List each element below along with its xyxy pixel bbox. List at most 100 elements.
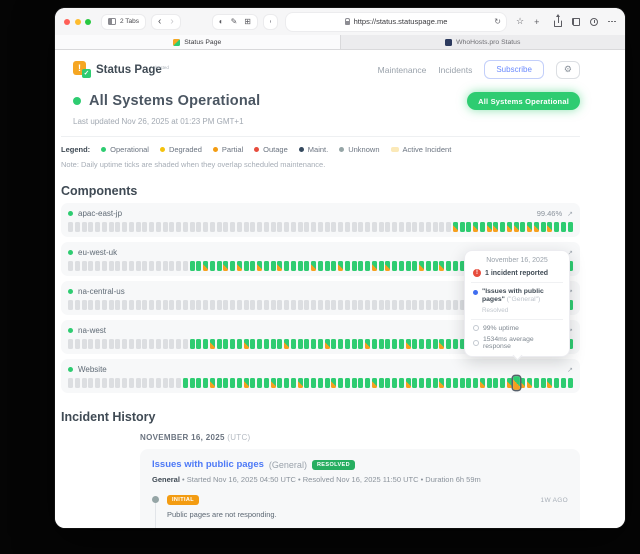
uptime-tick[interactable]: [547, 222, 553, 232]
uptime-tick[interactable]: [115, 378, 121, 388]
uptime-tick[interactable]: [257, 378, 262, 388]
uptime-tick[interactable]: [412, 261, 418, 271]
uptime-tick[interactable]: [351, 339, 357, 349]
uptime-tick[interactable]: [412, 300, 418, 310]
uptime-tick[interactable]: [560, 378, 566, 388]
uptime-tick[interactable]: [338, 300, 343, 310]
uptime-tick[interactable]: [446, 300, 451, 310]
uptime-tick[interactable]: [74, 222, 80, 232]
uptime-tick[interactable]: [263, 222, 269, 232]
uptime-tick[interactable]: [162, 300, 168, 310]
uptime-tick[interactable]: [479, 378, 485, 388]
uptime-tick[interactable]: [378, 222, 384, 232]
uptime-tick[interactable]: [419, 300, 424, 310]
uptime-tick[interactable]: [149, 378, 154, 388]
uptime-tick[interactable]: [358, 339, 364, 349]
uptime-tick[interactable]: [88, 261, 94, 271]
uptime-tick[interactable]: [155, 339, 161, 349]
uptime-tick[interactable]: [101, 300, 107, 310]
uptime-tick[interactable]: [74, 300, 80, 310]
uptime-tick[interactable]: [149, 300, 154, 310]
brand[interactable]: ! ✓ Status Page hosted: [73, 61, 169, 78]
uptime-tick[interactable]: [203, 222, 208, 232]
uptime-tick[interactable]: [230, 222, 235, 232]
forward-button[interactable]: ›: [170, 15, 174, 27]
uptime-tick[interactable]: [189, 261, 195, 271]
tab-status-page[interactable]: Status Page: [55, 35, 340, 49]
uptime-tick[interactable]: [311, 261, 316, 271]
uptime-tick[interactable]: [230, 300, 235, 310]
uptime-tick[interactable]: [257, 339, 262, 349]
uptime-tick[interactable]: [263, 261, 269, 271]
uptime-tick[interactable]: [358, 222, 364, 232]
uptime-tick[interactable]: [169, 339, 175, 349]
uptime-tick[interactable]: [209, 339, 215, 349]
expand-icon[interactable]: ↗: [567, 288, 573, 296]
uptime-tick[interactable]: [209, 222, 215, 232]
uptime-tick[interactable]: [446, 222, 451, 232]
uptime-tick[interactable]: [412, 339, 418, 349]
uptime-tick[interactable]: [223, 378, 229, 388]
uptime-tick-bar[interactable]: [68, 376, 573, 390]
uptime-tick[interactable]: [68, 261, 73, 271]
expand-icon[interactable]: ↗: [567, 366, 573, 374]
uptime-tick[interactable]: [182, 300, 188, 310]
uptime-tick[interactable]: [74, 339, 80, 349]
uptime-tick[interactable]: [527, 378, 532, 388]
uptime-tick[interactable]: [216, 300, 222, 310]
uptime-tick[interactable]: [108, 222, 114, 232]
uptime-tick[interactable]: [277, 339, 283, 349]
uptime-tick[interactable]: [203, 261, 208, 271]
uptime-tick[interactable]: [128, 378, 134, 388]
uptime-tick[interactable]: [425, 339, 431, 349]
zoom-window-button[interactable]: [85, 18, 91, 25]
uptime-tick[interactable]: [108, 378, 114, 388]
uptime-tick[interactable]: [182, 222, 188, 232]
uptime-tick[interactable]: [257, 222, 262, 232]
uptime-tick[interactable]: [567, 261, 573, 271]
uptime-tick[interactable]: [419, 339, 424, 349]
uptime-tick[interactable]: [236, 300, 242, 310]
uptime-tick[interactable]: [398, 339, 404, 349]
tab-whohosts[interactable]: WhoHosts.pro Status: [339, 35, 625, 49]
uptime-tick[interactable]: [351, 300, 357, 310]
privacy-report-icon[interactable]: ◐: [218, 17, 224, 26]
uptime-tick[interactable]: [263, 300, 269, 310]
uptime-tick[interactable]: [432, 378, 438, 388]
uptime-tick[interactable]: [142, 339, 148, 349]
uptime-tick[interactable]: [95, 222, 100, 232]
uptime-tick[interactable]: [317, 300, 323, 310]
uptime-tick[interactable]: [365, 222, 370, 232]
uptime-tick[interactable]: [506, 378, 512, 388]
uptime-tick[interactable]: [243, 378, 249, 388]
uptime-tick[interactable]: [284, 378, 289, 388]
uptime-tick[interactable]: [250, 300, 256, 310]
uptime-tick[interactable]: [432, 300, 438, 310]
uptime-tick[interactable]: [101, 222, 107, 232]
expand-icon[interactable]: ↗: [567, 327, 573, 335]
uptime-tick[interactable]: [344, 261, 350, 271]
uptime-tick-bar[interactable]: [68, 222, 573, 232]
uptime-tick[interactable]: [243, 261, 249, 271]
uptime-tick[interactable]: [169, 300, 175, 310]
uptime-tick[interactable]: [338, 222, 343, 232]
uptime-tick[interactable]: [290, 300, 296, 310]
uptime-tick[interactable]: [344, 300, 350, 310]
uptime-tick[interactable]: [182, 261, 188, 271]
uptime-tick[interactable]: [365, 300, 370, 310]
uptime-tick[interactable]: [378, 261, 384, 271]
uptime-tick[interactable]: [459, 378, 465, 388]
uptime-tick[interactable]: [311, 300, 316, 310]
uptime-tick[interactable]: [196, 300, 202, 310]
uptime-tick[interactable]: [284, 222, 289, 232]
uptime-tick[interactable]: [554, 222, 559, 232]
uptime-tick[interactable]: [351, 261, 357, 271]
uptime-tick[interactable]: [81, 261, 87, 271]
uptime-tick[interactable]: [331, 339, 337, 349]
uptime-tick[interactable]: [392, 300, 397, 310]
uptime-tick[interactable]: [560, 222, 566, 232]
uptime-tick[interactable]: [317, 339, 323, 349]
close-window-button[interactable]: [64, 18, 70, 25]
uptime-tick[interactable]: [128, 222, 134, 232]
uptime-tick[interactable]: [425, 261, 431, 271]
